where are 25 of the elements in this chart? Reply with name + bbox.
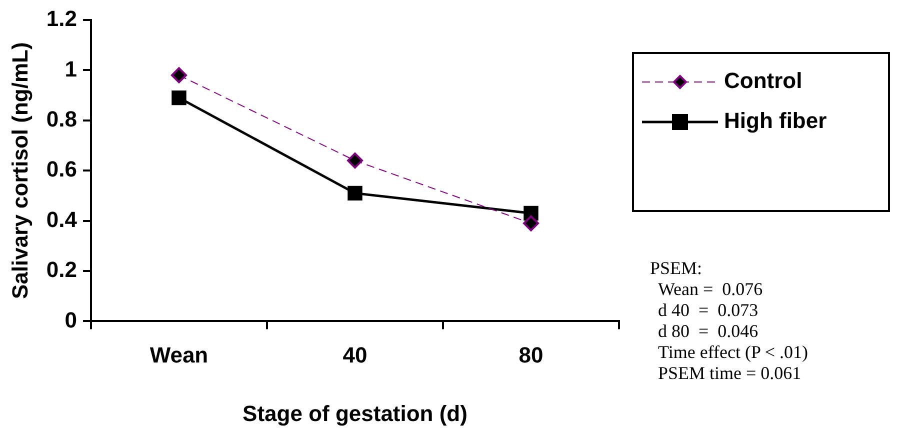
y-tick-label: 1.2 (46, 6, 77, 32)
x-tick-label: Wean (150, 342, 208, 368)
text: d 80 = 0.046 (657, 321, 760, 342)
legend-label: High fiber (724, 108, 828, 134)
y-axis-title: Salivary cortisol (ng/mL) (7, 42, 32, 299)
x-tick-label: 80 (518, 342, 544, 368)
point (522, 215, 539, 232)
point (348, 186, 362, 201)
point (346, 152, 363, 169)
y-tick-label: 1 (64, 56, 77, 82)
text: d 40 = 0.073 (657, 300, 760, 321)
y-tick-label: 0.8 (46, 106, 77, 132)
text: PSEM: (650, 258, 704, 279)
x-axis-title: Stage of gestation (d) (242, 400, 468, 426)
y-tick-label: 0.2 (46, 257, 77, 282)
text: Wean = 0.076 (657, 279, 764, 300)
text: PSEM time = 0.061 (657, 363, 802, 384)
y-tick-label: 0.4 (46, 206, 78, 232)
text: Time effect (P < .01) (657, 342, 808, 363)
legend-label: Control (724, 68, 804, 94)
y-tick-label: 0.6 (46, 156, 77, 182)
y-tick-label: 0 (64, 307, 77, 332)
point (172, 90, 186, 106)
point (170, 67, 187, 84)
x-tick-label: 40 (342, 342, 368, 368)
